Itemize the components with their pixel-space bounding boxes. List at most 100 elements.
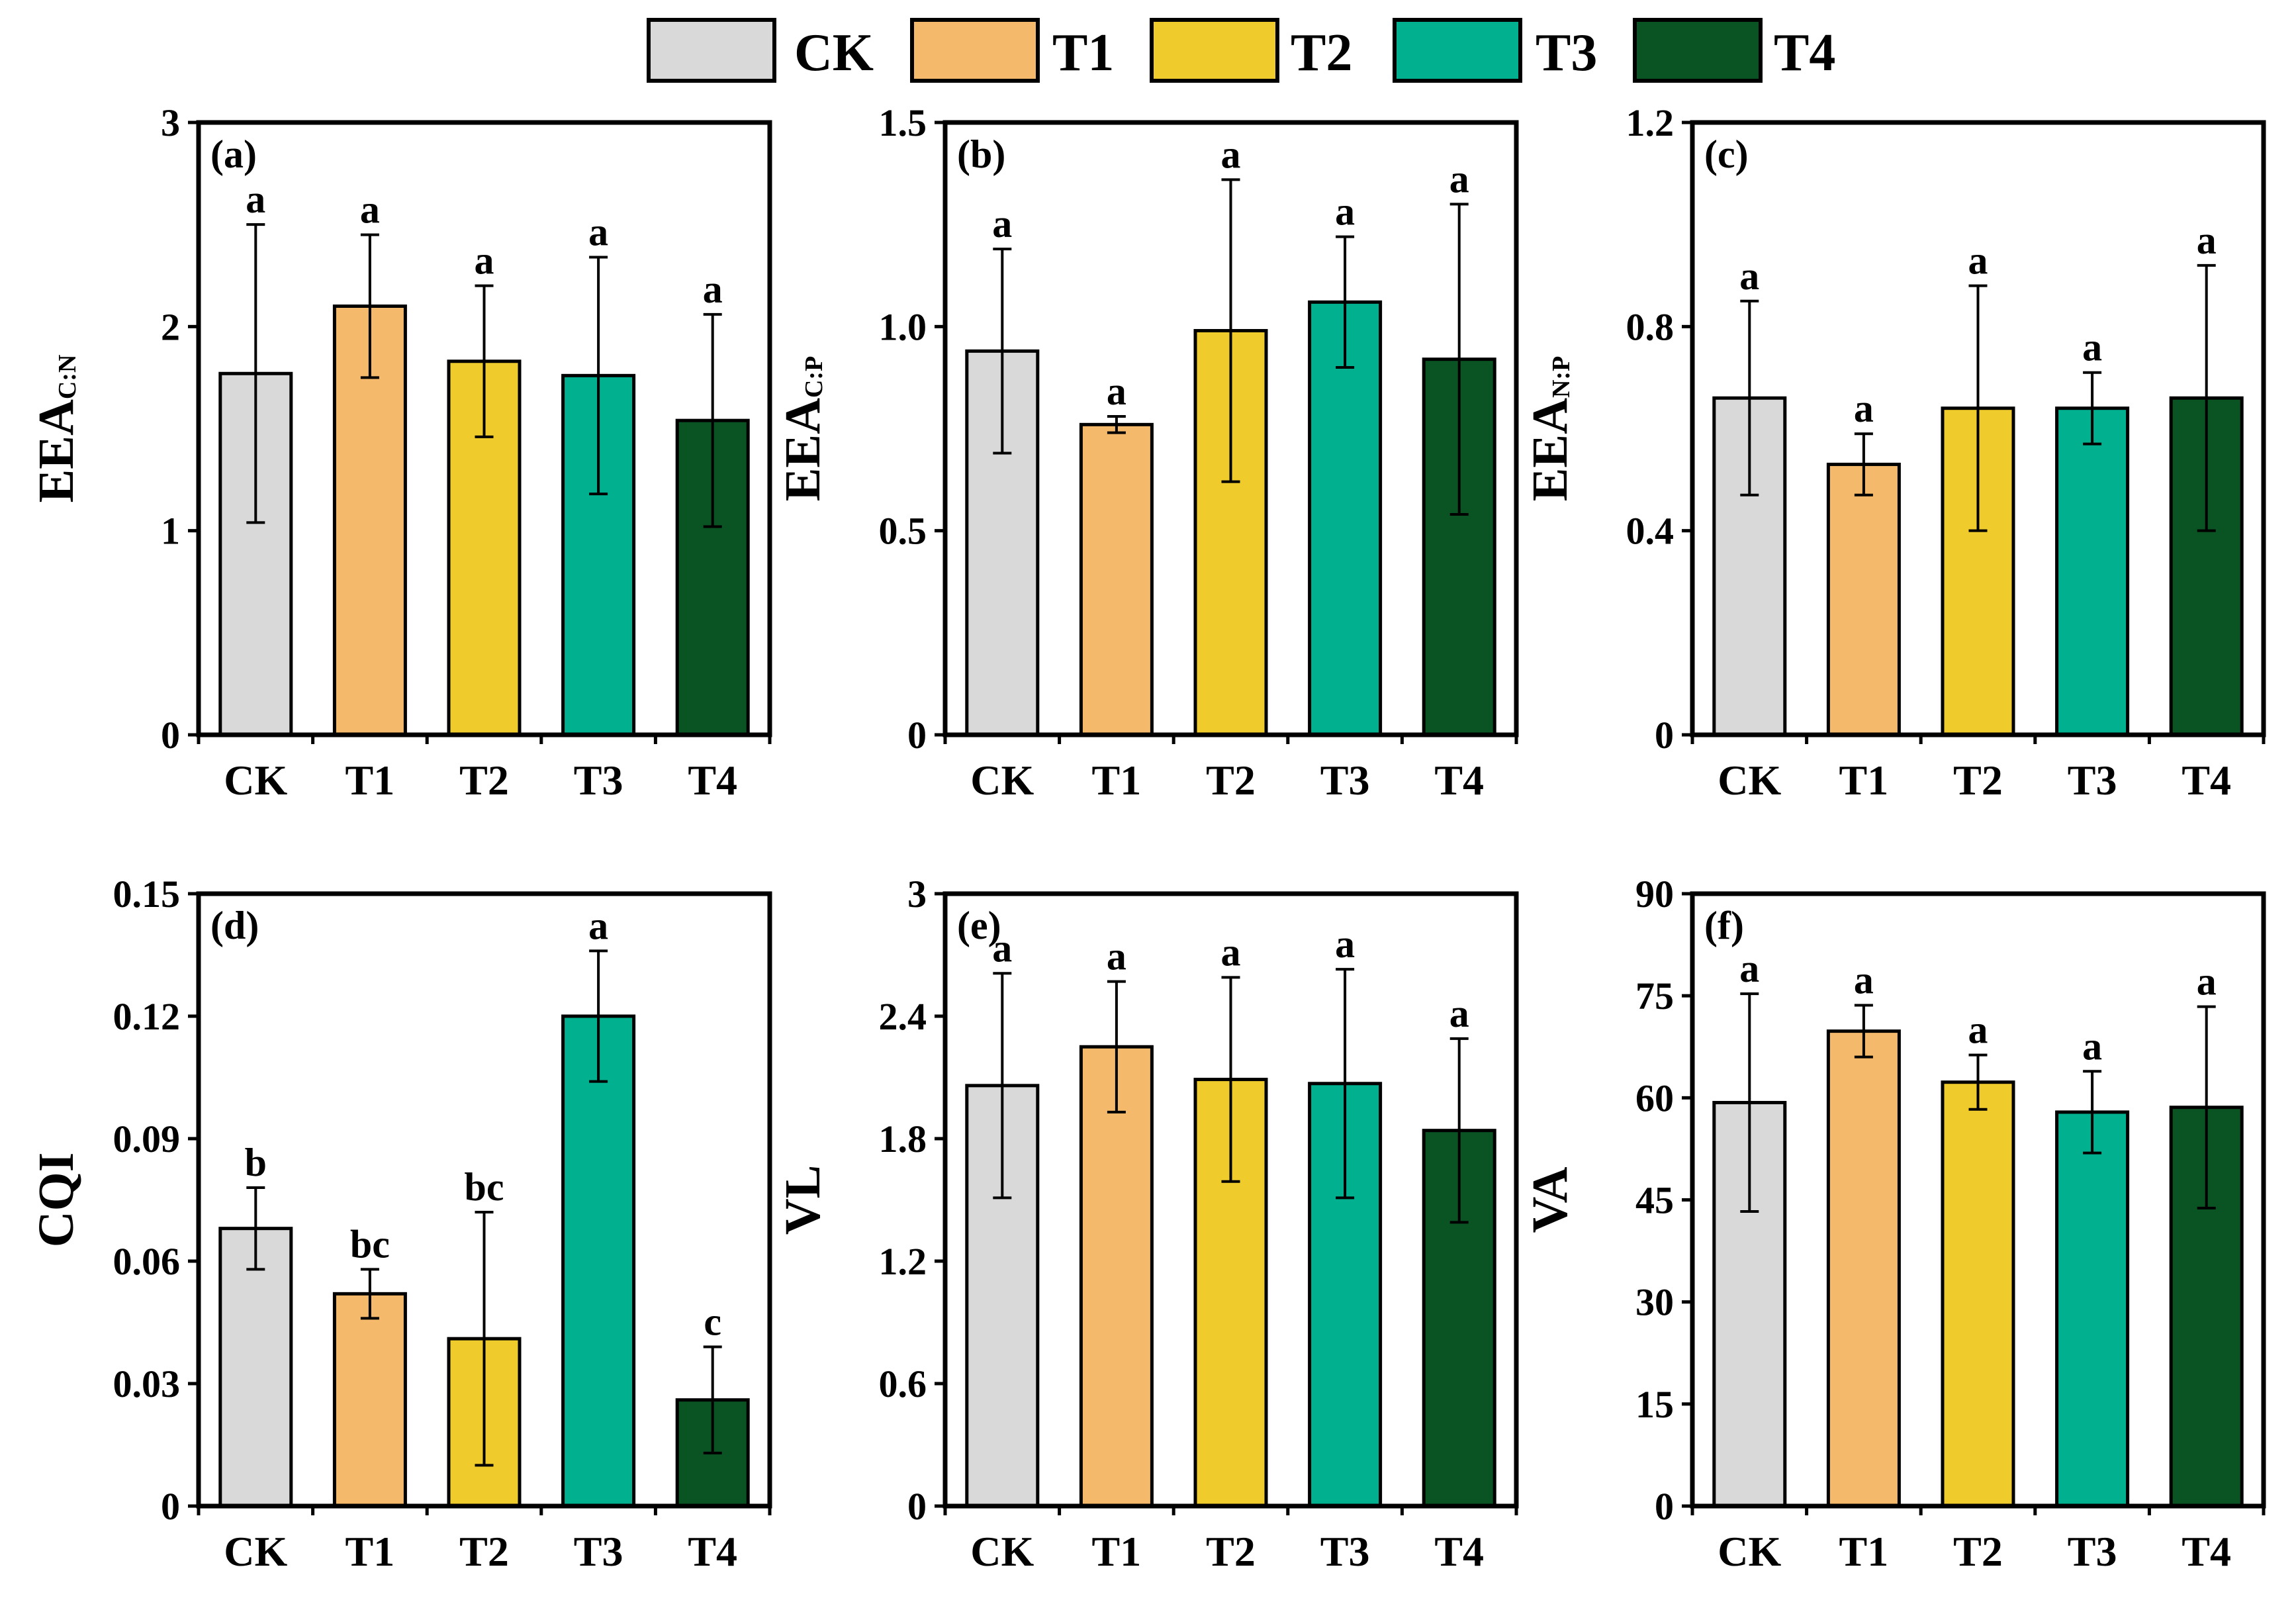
significance-letter: a (588, 211, 608, 254)
significance-letter: a (1854, 959, 1874, 1002)
category-label: T1 (345, 1528, 395, 1575)
plot-frame (1690, 120, 2266, 737)
y-tick-label: 0 (1655, 714, 1674, 757)
category-label: CK (1718, 757, 1781, 804)
y-tick-label: 1.2 (879, 1240, 927, 1283)
y-tick-label: 30 (1635, 1281, 1674, 1324)
significance-letter: a (1221, 132, 1241, 176)
category-label: T4 (1434, 1528, 1484, 1575)
bar-ck (218, 1227, 293, 1508)
y-tick-label: 3 (161, 101, 180, 144)
category-label: CK (970, 757, 1034, 804)
legend: CK T1 T2 T3 T4 (647, 18, 1835, 83)
bar-t1 (1079, 422, 1154, 737)
y-tick-label: 0 (907, 1485, 927, 1528)
category-label: CK (224, 1528, 287, 1575)
significance-letter: a (588, 904, 608, 947)
category-label: T3 (1320, 757, 1370, 804)
y-tick-label: 1.8 (879, 1117, 927, 1160)
y-tick-label: 90 (1635, 873, 1674, 916)
y-axis-title-subscript: C:N (54, 355, 81, 400)
category-label: T1 (1092, 757, 1142, 804)
panel-letter: (d) (210, 904, 259, 947)
plot-frame (196, 891, 772, 1509)
significance-letter: a (2197, 960, 2217, 1004)
panel-letter: (c) (1704, 132, 1749, 176)
panel-f: a CK a T1 a T2 a T3 a T4 0 15 30 45 60 75 90 (f) VA (1522, 873, 2266, 1575)
significance-letter: a (1854, 387, 1874, 430)
y-axis-title-main: VA (1522, 1166, 1578, 1233)
significance-letter: a (2082, 1024, 2102, 1068)
panel-letter: (a) (210, 132, 257, 176)
significance-letter: a (1221, 930, 1241, 974)
significance-letter: a (1449, 157, 1469, 201)
significance-letter: a (1968, 239, 1988, 283)
legend-label-t2: T2 (1291, 24, 1352, 82)
category-label: T2 (1206, 757, 1256, 804)
legend-swatch-t2 (1150, 18, 1279, 83)
y-tick-label: 1 (161, 510, 180, 553)
category-label: CK (224, 757, 287, 804)
y-axis-title: VA (1522, 1166, 1578, 1233)
legend-label-t4: T4 (1774, 24, 1835, 82)
y-tick-label: 0.09 (113, 1117, 181, 1160)
significance-letter: a (2197, 218, 2217, 262)
significance-letter: a (992, 202, 1012, 246)
y-tick-label: 1.2 (1626, 101, 1675, 144)
y-tick-label: 15 (1635, 1383, 1674, 1426)
significance-letter: a (1739, 254, 1759, 298)
y-tick-label: 0.5 (879, 510, 927, 553)
category-label: T3 (2068, 1528, 2117, 1575)
y-tick-label: 75 (1635, 974, 1674, 1018)
category-label: T2 (1953, 1528, 2003, 1575)
y-axis-title: EEAN:P (1522, 356, 1578, 502)
y-tick-label: 0 (907, 714, 927, 757)
legend-swatch-t1 (910, 18, 1040, 83)
y-axis-title-main: CQI (28, 1153, 84, 1248)
bar-t1 (1826, 462, 1901, 737)
y-axis-title-main: EEA (28, 399, 84, 502)
legend-label-ck: CK (794, 24, 874, 82)
category-label: T4 (2181, 1528, 2231, 1575)
significance-letter: a (1449, 992, 1469, 1035)
bar-t2 (1941, 1080, 2015, 1508)
bar-t1 (1826, 1029, 1901, 1508)
bar-t3 (2055, 406, 2130, 737)
category-label: T1 (1092, 1528, 1142, 1575)
y-tick-label: 0 (161, 1485, 180, 1528)
significance-letter: a (1739, 947, 1759, 990)
y-tick-label: 0.15 (113, 873, 181, 916)
significance-letter: a (1335, 922, 1355, 966)
category-label: CK (1718, 1528, 1781, 1575)
y-tick-label: 1.0 (879, 305, 927, 348)
category-label: T4 (1434, 757, 1484, 804)
significance-letter: b (245, 1141, 267, 1184)
y-axis-title-subscript: C:P (800, 356, 828, 398)
y-tick-label: 2 (161, 305, 180, 348)
plot-frame (196, 120, 772, 737)
significance-letter: a (1335, 190, 1355, 234)
y-tick-label: 45 (1635, 1179, 1674, 1222)
y-axis-title: EEAC:P (775, 356, 831, 502)
significance-letter: a (1968, 1008, 1988, 1052)
panel-a: a CK a T1 a T2 a T3 a T4 0 1 2 3 (a) EEAC:N (28, 101, 772, 804)
y-axis-title: VL (775, 1165, 831, 1235)
category-label: T2 (1206, 1528, 1256, 1575)
category-label: T2 (1953, 757, 2003, 804)
significance-letter: a (703, 267, 723, 311)
legend-label-t1: T1 (1052, 24, 1114, 82)
legend-swatch-t3 (1393, 18, 1522, 83)
significance-letter: a (1107, 369, 1126, 413)
bar-t1 (332, 1292, 407, 1508)
y-tick-label: 0 (161, 714, 180, 757)
plot-frame (942, 120, 1519, 737)
panel-b: a CK a T1 a T2 a T3 a T4 0 0.5 1.0 1.5 (b) EEAC:P (775, 101, 1519, 804)
chart-panels: a CK a T1 a T2 a T3 a T4 0 1 2 3 (a) EEAC:N a CK a T1 a T2 a T3… (28, 101, 2266, 1575)
significance-letter: a (1107, 935, 1126, 978)
category-label: T4 (688, 757, 737, 804)
legend-swatch-t4 (1633, 18, 1763, 83)
significance-letter: a (360, 188, 380, 232)
y-tick-label: 0.8 (1626, 305, 1675, 348)
panel-e: a CK a T1 a T2 a T3 a T4 0 0.6 1.2 1.8 2.4 3 (e) VL (775, 873, 1519, 1575)
